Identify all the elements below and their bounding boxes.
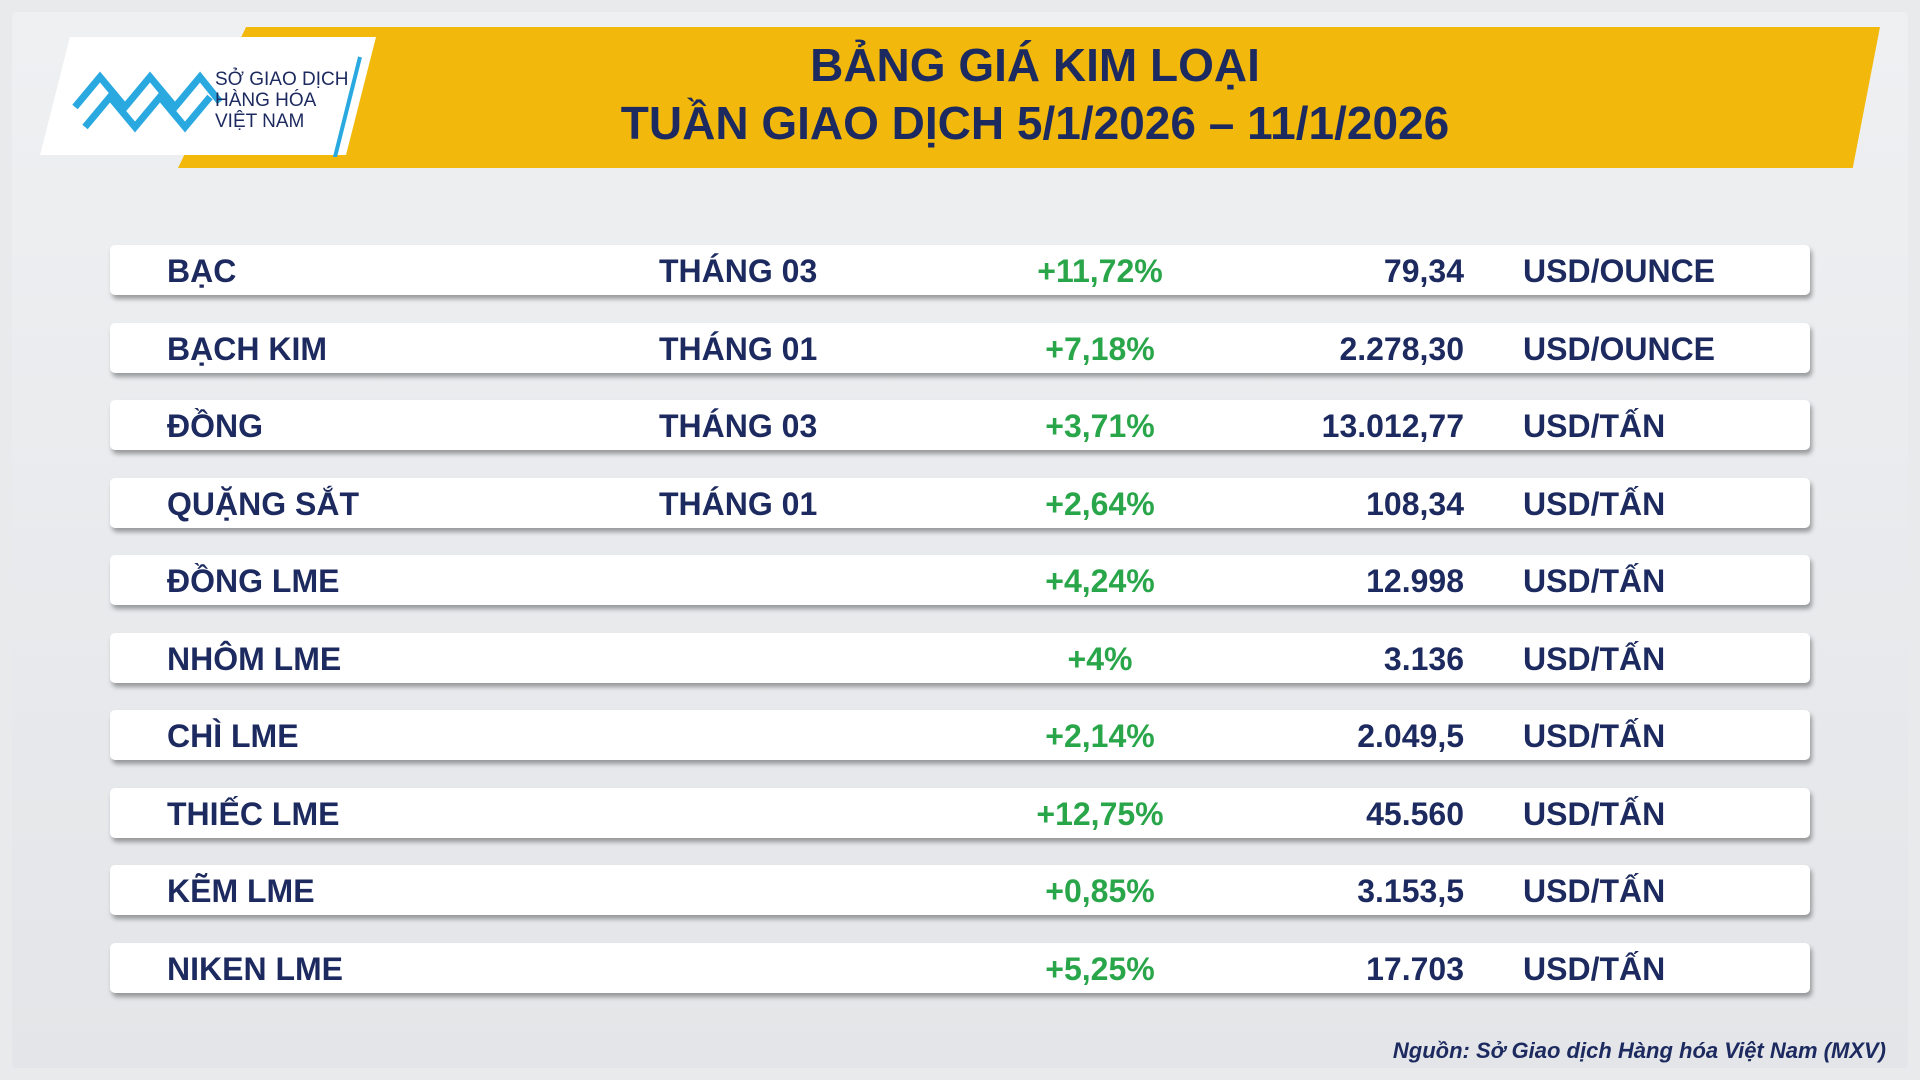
cell-change: +7,18% bbox=[1045, 330, 1155, 367]
cell-price: 2.278,30 bbox=[1339, 330, 1464, 367]
table-row: NHÔM LME +4% 3.136 USD/TẤN bbox=[110, 632, 1810, 683]
cell-unit: USD/TẤN bbox=[1523, 950, 1666, 987]
table-row: BẠCH KIM THÁNG 01 +7,18% 2.278,30 USD/OUNCE bbox=[110, 322, 1810, 373]
table-row: CHÌ LME +2,14% 2.049,5 USD/TẤN bbox=[110, 710, 1810, 760]
cell-change: +4,24% bbox=[1045, 563, 1155, 599]
cell-unit: USD/TẤN bbox=[1523, 795, 1666, 832]
cell-unit: USD/TẤN bbox=[1523, 563, 1666, 599]
cell-price: 2.049,5 bbox=[1357, 718, 1464, 754]
cell-price: 3.136 bbox=[1383, 640, 1464, 677]
table-row: ĐỒNG LME +4,24% 12.998 USD/TẤN bbox=[110, 555, 1810, 605]
table-row: BẠC THÁNG 03 +11,72% 79,34 USD/OUNCE bbox=[110, 245, 1810, 295]
cell-price: 17.703 bbox=[1366, 950, 1464, 987]
cell-price: 108,34 bbox=[1366, 485, 1464, 522]
cell-unit: USD/OUNCE bbox=[1523, 253, 1716, 289]
logo-text: SỞ GIAO DỊCH bbox=[215, 69, 349, 90]
cell-month: THÁNG 03 bbox=[659, 408, 818, 444]
cell-unit: USD/TẤN bbox=[1523, 408, 1666, 444]
title: BẢNG GIÁ KIM LOẠI TUẦN GIAO DỊCH 5/1/202… bbox=[300, 36, 1770, 152]
cell-change: +3,71% bbox=[1045, 408, 1155, 444]
header-band bbox=[178, 27, 1880, 168]
cell-name: ĐỒNG LME bbox=[167, 563, 340, 599]
cell-month: THÁNG 01 bbox=[659, 485, 818, 522]
cell-name: THIẾC LME bbox=[167, 795, 340, 832]
cell-price: 45.560 bbox=[1366, 795, 1464, 832]
logo-mark bbox=[72, 71, 223, 133]
cell-name: ĐỒNG bbox=[167, 408, 263, 444]
cell-name: BẠCH KIM bbox=[167, 330, 327, 367]
table-row: NIKEN LME +5,25% 17.703 USD/TẤN bbox=[110, 942, 1810, 993]
cell-change: +2,64% bbox=[1045, 485, 1155, 522]
cell-month: THÁNG 03 bbox=[659, 253, 818, 289]
table-row: KẼM LME +0,85% 3.153,5 USD/TẤN bbox=[110, 865, 1810, 915]
cell-unit: USD/TẤN bbox=[1523, 873, 1666, 909]
table-row: ĐỒNG THÁNG 03 +3,71% 13.012,77 USD/TẤN bbox=[110, 400, 1810, 450]
cell-name: BẠC bbox=[167, 253, 237, 289]
cell-month: THÁNG 01 bbox=[659, 330, 818, 367]
table-row: THIẾC LME +12,75% 45.560 USD/TẤN bbox=[110, 787, 1810, 838]
cell-name: KẼM LME bbox=[167, 873, 315, 909]
title-line: TUẦN GIAO DỊCH 5/1/2026 – 11/1/2026 bbox=[620, 97, 1450, 149]
cell-name: QUẶNG SẮT bbox=[167, 485, 359, 522]
cell-price: 79,34 bbox=[1383, 253, 1464, 289]
cell-price: 3.153,5 bbox=[1357, 873, 1464, 909]
cell-change: +5,25% bbox=[1045, 950, 1155, 987]
cell-change: +0,85% bbox=[1045, 873, 1155, 909]
table-row: QUẶNG SẮT THÁNG 01 +2,64% 108,34 USD/TẤN bbox=[110, 477, 1810, 528]
cell-name: CHÌ LME bbox=[167, 718, 299, 754]
cell-unit: USD/TẤN bbox=[1523, 640, 1666, 677]
logo-text: VIỆT NAM bbox=[215, 111, 305, 132]
logo-stripe bbox=[332, 56, 362, 157]
logo-text: HÀNG HÓA bbox=[215, 90, 317, 111]
title-line: BẢNG GIÁ KIM LOẠI bbox=[810, 39, 1260, 91]
cell-unit: USD/OUNCE bbox=[1523, 330, 1716, 367]
cell-change: +12,75% bbox=[1036, 795, 1164, 832]
source: Nguồn: Sở Giao dịch Hàng hóa Việt Nam (M… bbox=[1392, 1038, 1886, 1063]
cell-change: +2,14% bbox=[1045, 718, 1155, 754]
logo bbox=[40, 37, 376, 157]
cell-unit: USD/TẤN bbox=[1523, 718, 1666, 754]
cell-price: 12.998 bbox=[1366, 563, 1464, 599]
cell-price: 13.012,77 bbox=[1321, 408, 1464, 444]
cell-change: +11,72% bbox=[1037, 253, 1163, 289]
cell-unit: USD/TẤN bbox=[1523, 485, 1666, 522]
cell-change: +4% bbox=[1067, 640, 1133, 677]
cell-name: NHÔM LME bbox=[167, 640, 342, 677]
cell-name: NIKEN LME bbox=[167, 950, 343, 987]
